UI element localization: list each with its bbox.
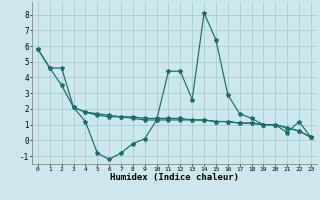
X-axis label: Humidex (Indice chaleur): Humidex (Indice chaleur) <box>110 173 239 182</box>
